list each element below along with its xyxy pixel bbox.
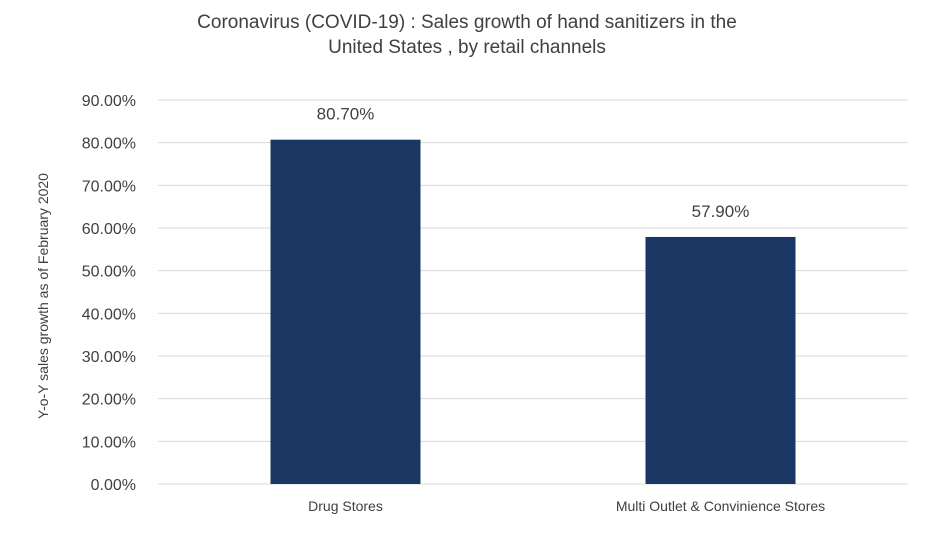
- data-label: 80.70%: [317, 105, 375, 124]
- x-tick-label: Multi Outlet & Convinience Stores: [616, 498, 825, 514]
- y-axis-label: Y-o-Y sales growth as of February 2020: [35, 173, 51, 419]
- y-tick-label: 30.00%: [82, 349, 136, 366]
- y-tick-label: 40.00%: [82, 306, 136, 323]
- y-tick-label: 80.00%: [82, 136, 136, 153]
- y-tick-label: 20.00%: [82, 392, 136, 409]
- x-axis-tick-labels: Drug Stores Multi Outlet & Convinience St…: [308, 498, 825, 514]
- chart-title-line-1: Coronavirus (COVID-19) : Sales growth of…: [197, 12, 737, 33]
- y-tick-label: 70.00%: [82, 178, 136, 195]
- data-label: 57.90%: [692, 202, 750, 221]
- y-tick-label: 60.00%: [82, 221, 136, 238]
- y-tick-label: 90.00%: [82, 93, 136, 110]
- y-tick-label: 0.00%: [91, 477, 136, 494]
- chart-title: Coronavirus (COVID-19) : Sales growth of…: [0, 10, 934, 60]
- y-tick-label: 50.00%: [82, 264, 136, 281]
- data-labels: 80.70% 57.90%: [317, 105, 750, 221]
- bars: [270, 139, 796, 484]
- chart-title-line-2: United States , by retail channels: [328, 37, 606, 58]
- y-axis-tick-labels: 0.00% 10.00% 20.00% 30.00% 40.00% 50.00% 60.00…: [82, 93, 136, 494]
- y-tick-label: 10.00%: [82, 434, 136, 451]
- bar: [645, 236, 796, 484]
- x-tick-label: Drug Stores: [308, 498, 383, 514]
- bar: [270, 139, 421, 484]
